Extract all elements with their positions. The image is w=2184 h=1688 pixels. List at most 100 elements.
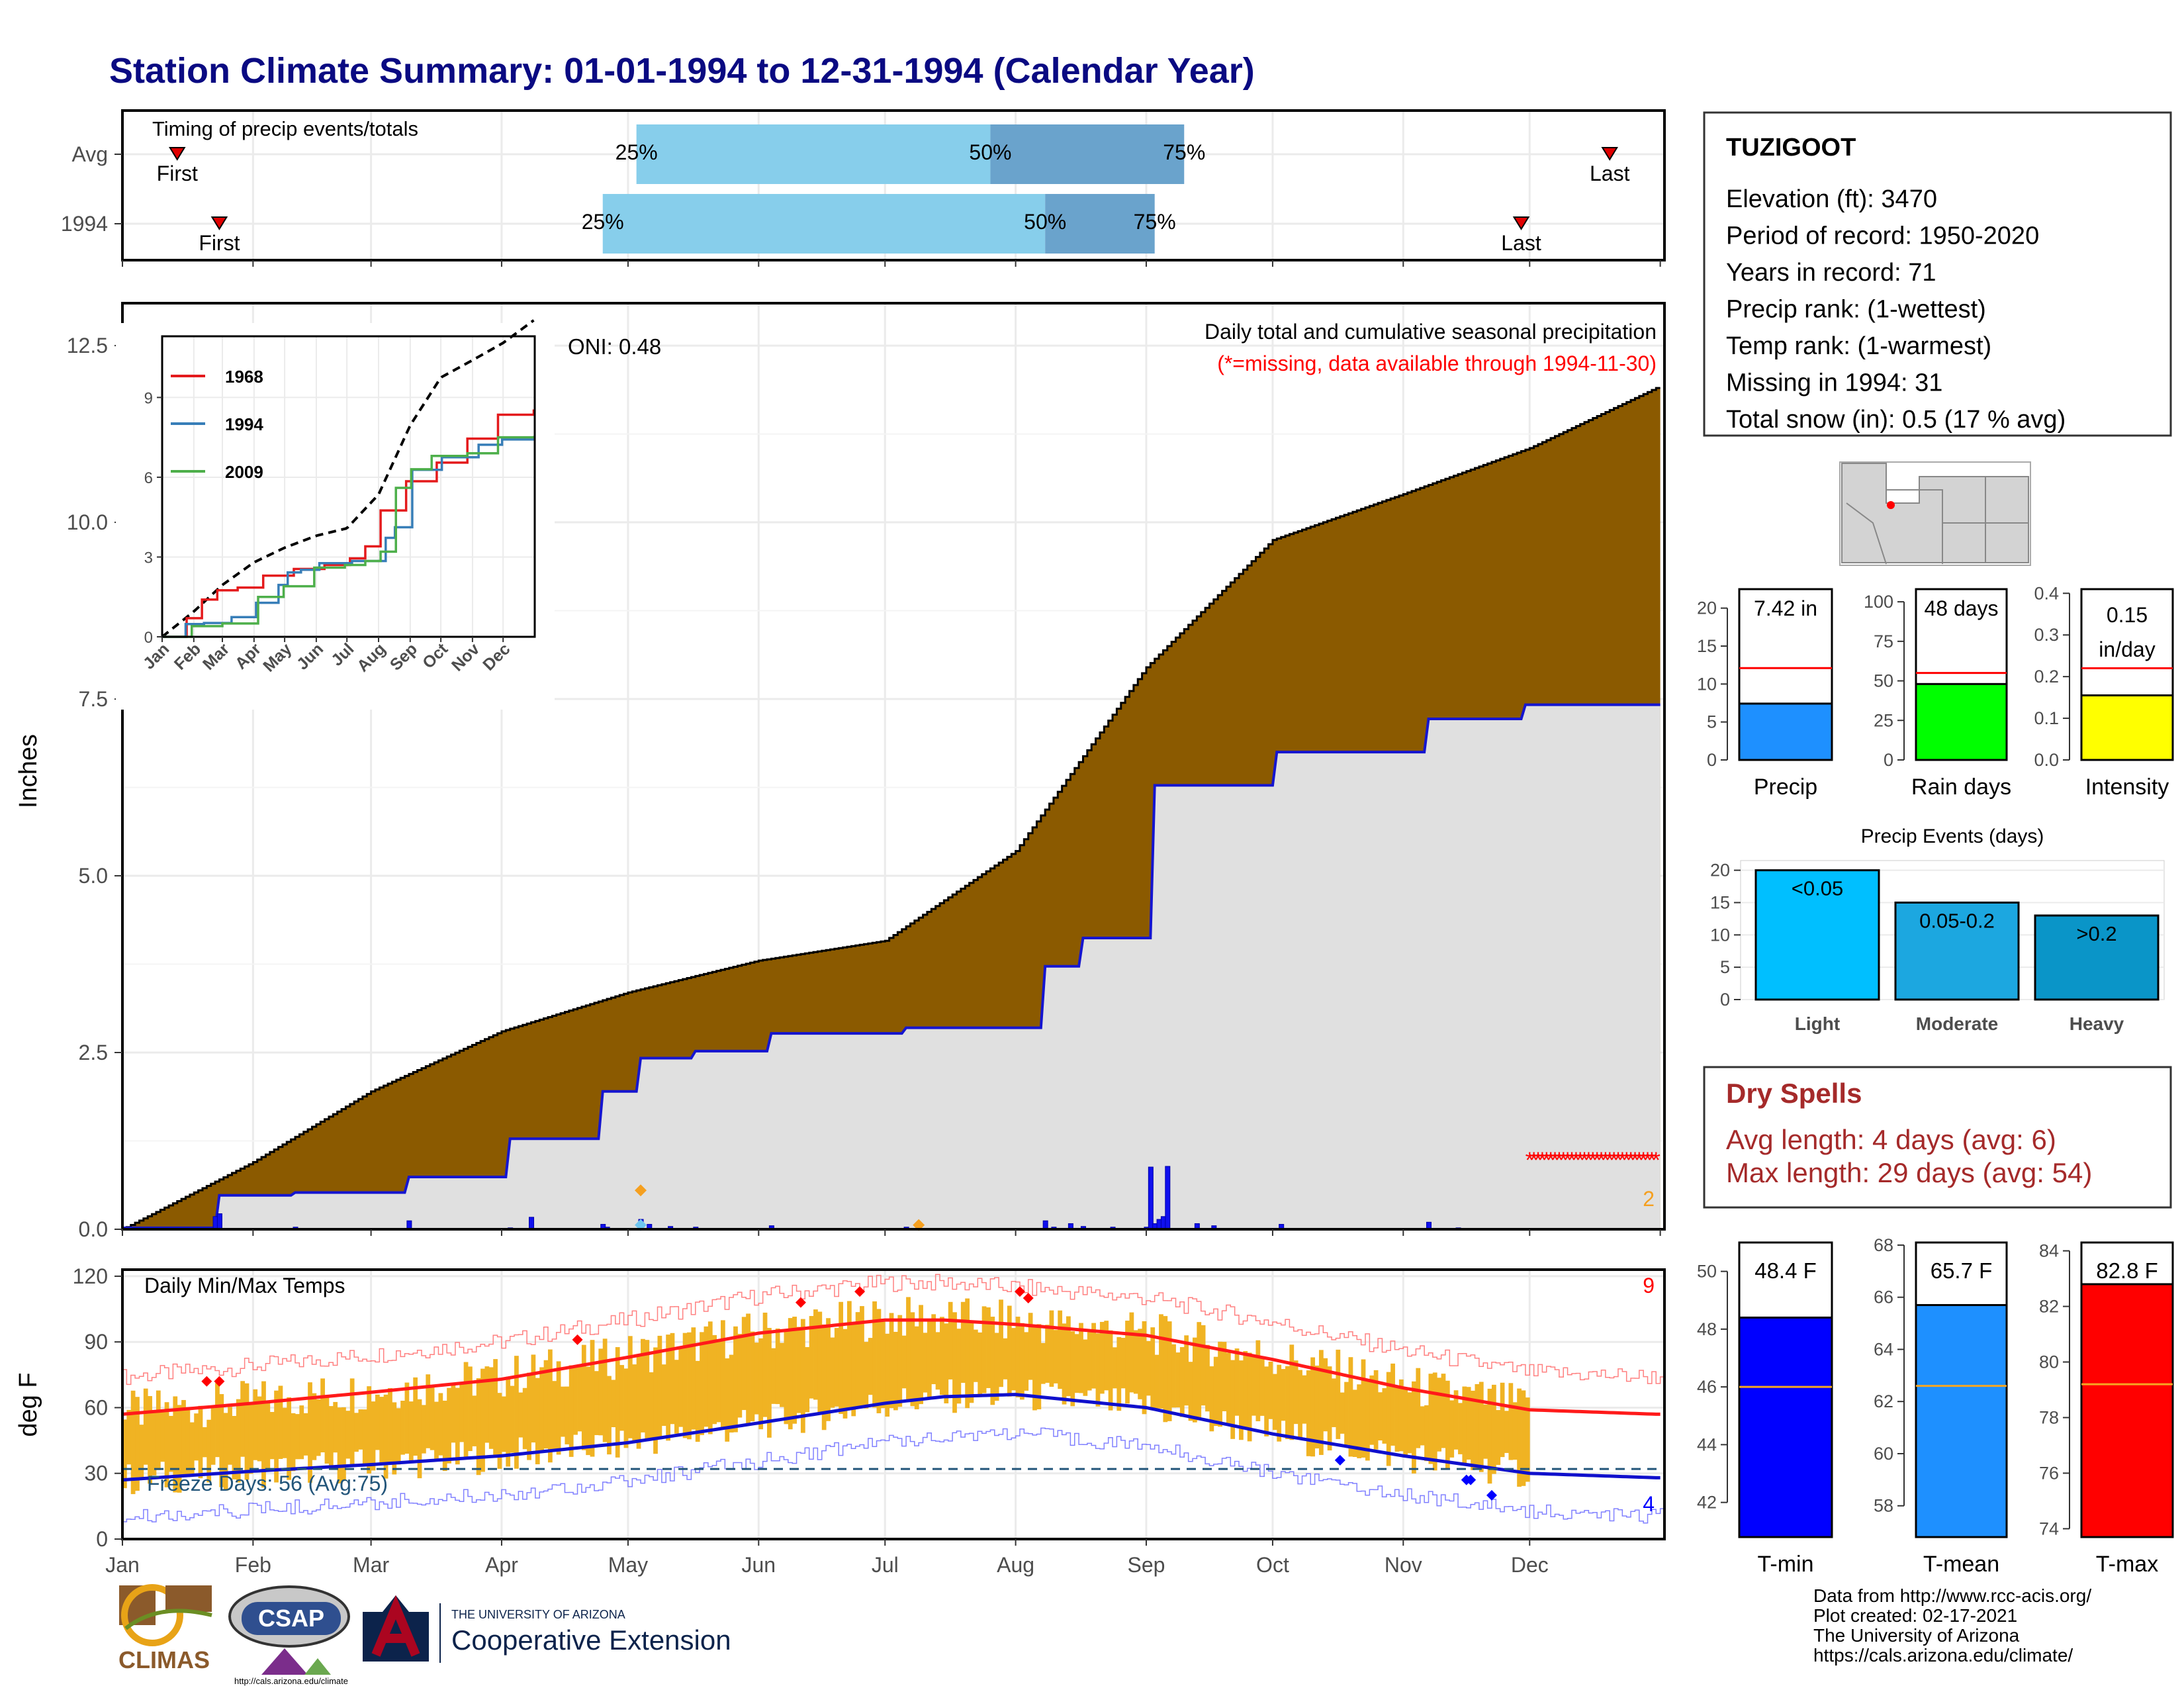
daily-temp-bar bbox=[404, 1382, 410, 1454]
y-tick-label: 60 bbox=[1874, 1444, 1893, 1464]
daily-temp-bar bbox=[1293, 1360, 1298, 1425]
inset-frame bbox=[161, 335, 536, 638]
daily-temp-bar bbox=[1201, 1325, 1206, 1406]
inset-series-line bbox=[162, 438, 534, 638]
y-tick-label: 20 bbox=[1697, 598, 1717, 618]
daily-temp-bar bbox=[746, 1313, 751, 1424]
daily-temp-bar bbox=[1058, 1310, 1063, 1389]
daily-temp-bar bbox=[164, 1402, 169, 1487]
missing-data-marker: * bbox=[1588, 1148, 1597, 1173]
daily-temp-bar bbox=[265, 1401, 271, 1468]
daily-precip-bar bbox=[529, 1217, 535, 1230]
daily-temp-bar bbox=[1398, 1379, 1404, 1452]
precip-panel-frame bbox=[121, 302, 1666, 1231]
temp-bar-t-min: 42 44 46 48 50 T-min 48.4 F bbox=[1697, 1241, 1833, 1577]
station-info-line: Elevation (ft): 3470 bbox=[1726, 185, 1937, 213]
inset-legend-label: 2009 bbox=[225, 462, 263, 482]
daily-temp-bar bbox=[687, 1332, 692, 1440]
missing-data-marker: * bbox=[1601, 1148, 1610, 1173]
daily-temp-bar bbox=[349, 1378, 355, 1466]
station-info-line: Total snow (in): 0.5 (17 % avg) bbox=[1726, 406, 2066, 434]
daily-temp-bar bbox=[417, 1399, 422, 1479]
daily-temp-bar bbox=[940, 1317, 944, 1395]
daily-temp-bar bbox=[173, 1396, 178, 1493]
missing-data-marker: * bbox=[1593, 1148, 1602, 1173]
missing-data-marker: * bbox=[1635, 1148, 1643, 1173]
daily-temp-bar bbox=[1222, 1342, 1227, 1411]
temp-bar-t-mean: 58 60 62 64 66 68 T-mean 65.7 F bbox=[1874, 1235, 2008, 1577]
daily-temp-bar bbox=[1424, 1405, 1429, 1462]
daily-temp-bar bbox=[388, 1387, 392, 1463]
daily-temp-bar bbox=[611, 1380, 616, 1428]
footer-line: https://cals.arizona.edu/climate/ bbox=[1813, 1645, 2073, 1665]
csap-badge bbox=[242, 1602, 341, 1635]
month-label: Jan bbox=[105, 1553, 140, 1577]
daily-temp-bar bbox=[122, 1419, 127, 1489]
daily-temp-bar bbox=[641, 1338, 645, 1432]
daily-temp-bar bbox=[1479, 1382, 1484, 1472]
daily-temp-bar bbox=[1040, 1342, 1046, 1384]
daily-temp-bar bbox=[960, 1301, 966, 1383]
daily-temp-bar bbox=[1403, 1389, 1408, 1458]
daily-temp-bar bbox=[565, 1386, 570, 1444]
record-high-marker-icon bbox=[1014, 1286, 1025, 1297]
daily-temp-bar bbox=[1167, 1321, 1172, 1421]
record-low-marker-icon bbox=[1334, 1454, 1345, 1466]
daily-temp-bar bbox=[1259, 1358, 1265, 1416]
daily-temp-bar bbox=[1079, 1323, 1083, 1393]
daily-temp-bar bbox=[1032, 1325, 1037, 1411]
daily-temp-bar bbox=[910, 1312, 915, 1407]
daily-temp-bar bbox=[531, 1354, 536, 1443]
daily-temp-bar bbox=[754, 1342, 759, 1415]
daily-temp-bar bbox=[430, 1387, 435, 1450]
y-tick-label: 2.5 bbox=[79, 1041, 108, 1064]
daily-temp-bar bbox=[1087, 1332, 1092, 1391]
daily-temp-bar bbox=[581, 1344, 586, 1450]
daily-temp-bar bbox=[590, 1340, 595, 1457]
daily-temp-bar bbox=[839, 1301, 844, 1414]
daily-temp-bar bbox=[442, 1400, 447, 1472]
daily-temp-bar bbox=[228, 1407, 232, 1465]
month-label: Jun bbox=[741, 1553, 776, 1577]
page-title: Station Climate Summary: 01-01-1994 to 1… bbox=[109, 51, 1255, 91]
daily-temp-bar bbox=[451, 1382, 456, 1443]
daily-temp-bar bbox=[1243, 1351, 1248, 1428]
bar-value-label: 0.15 bbox=[2107, 603, 2148, 627]
climas-logo-text: CLIMAS bbox=[118, 1646, 210, 1673]
daily-temp-bar bbox=[1445, 1380, 1450, 1470]
daily-temp-bar bbox=[383, 1394, 388, 1479]
station-info-line: Years in record: 71 bbox=[1726, 259, 1936, 287]
missing-data-marker: * bbox=[1542, 1148, 1551, 1173]
daily-temp-bar bbox=[1028, 1313, 1033, 1380]
daily-temp-bar bbox=[177, 1405, 182, 1493]
missing-data-marker: * bbox=[1614, 1148, 1622, 1173]
ua-unit-text: Cooperative Extension bbox=[451, 1624, 731, 1656]
y-tick-label: 68 bbox=[1874, 1235, 1893, 1255]
summary-bar bbox=[2080, 694, 2174, 761]
daily-temp-bar bbox=[484, 1366, 490, 1443]
daily-temp-bar bbox=[880, 1320, 886, 1409]
daily-temp-bar bbox=[788, 1318, 793, 1430]
y-tick-label: 76 bbox=[2039, 1463, 2059, 1483]
daily-temp-bar bbox=[1352, 1389, 1357, 1457]
missing-data-marker: * bbox=[1622, 1148, 1631, 1173]
daily-temp-bar bbox=[821, 1324, 827, 1430]
ua-name-text: THE UNIVERSITY OF ARIZONA bbox=[451, 1608, 625, 1621]
daily-temp-bar bbox=[185, 1410, 191, 1477]
daily-temp-bar bbox=[1066, 1316, 1071, 1397]
daily-temp-bar bbox=[931, 1314, 936, 1385]
daily-temp-bar bbox=[375, 1394, 380, 1450]
observed-cumulative-line bbox=[122, 703, 1661, 1229]
daily-temp-bar bbox=[1133, 1330, 1138, 1394]
csap-logo: CSAP http://cals.arizona.edu/climate bbox=[228, 1585, 350, 1686]
daily-temp-bar bbox=[1104, 1321, 1109, 1391]
y-tick-label: 15 bbox=[1697, 636, 1717, 656]
daily-temp-bar bbox=[1125, 1321, 1130, 1404]
y-tick-label: 5.0 bbox=[79, 864, 108, 888]
daily-temp-bar bbox=[1428, 1374, 1433, 1464]
summary-bar-intensity: 0.0 0.1 0.2 0.3 0.4 Intensity 0.15 in/day bbox=[2034, 583, 2174, 800]
daily-temp-bar bbox=[1416, 1368, 1421, 1448]
inset-legend-label: 1968 bbox=[225, 367, 263, 387]
month-label: Dec bbox=[1511, 1553, 1549, 1577]
y-tick-label: 0.4 bbox=[2034, 583, 2059, 603]
